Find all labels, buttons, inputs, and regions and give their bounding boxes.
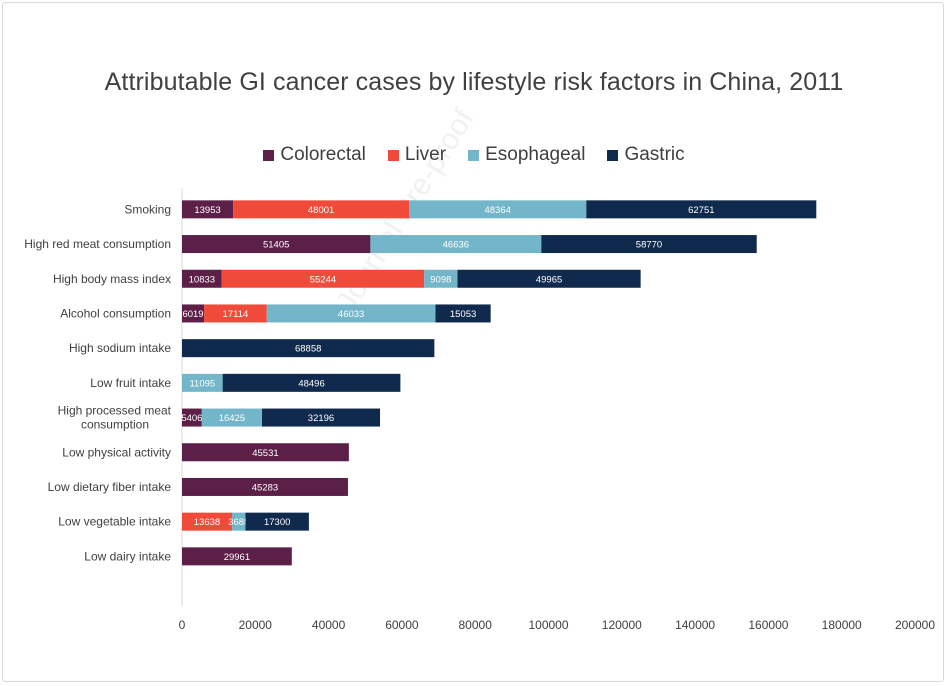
category-label: High sodium intake bbox=[69, 341, 171, 355]
legend-label: Esophageal bbox=[485, 144, 586, 165]
data-label: 48001 bbox=[308, 205, 334, 216]
data-label: 10833 bbox=[189, 274, 215, 285]
x-tick-label: 200000 bbox=[895, 618, 935, 632]
data-label: 17114 bbox=[223, 309, 249, 320]
x-tick-label: 120000 bbox=[602, 618, 642, 632]
data-label: 13953 bbox=[194, 205, 220, 216]
data-label: 6019 bbox=[182, 309, 203, 320]
bar-colorectal bbox=[182, 269, 222, 288]
data-label: 45283 bbox=[252, 482, 278, 493]
x-tick-label: 60000 bbox=[385, 618, 419, 632]
bar-esophageal bbox=[424, 269, 458, 288]
bar-esophageal bbox=[370, 235, 542, 254]
bar-gastric bbox=[457, 269, 641, 288]
x-tick-label: 0 bbox=[179, 618, 186, 632]
legend-item-liver: Liver bbox=[387, 144, 447, 166]
data-label: 48364 bbox=[484, 205, 510, 216]
legend-item-esophageal: Esophageal bbox=[468, 144, 585, 166]
bar-gastric bbox=[541, 235, 757, 254]
data-label: 49965 bbox=[536, 274, 562, 285]
category-label: High body mass index bbox=[53, 272, 171, 286]
bar-gastric bbox=[586, 200, 817, 219]
bar-colorectal bbox=[182, 477, 348, 496]
x-tick-label: 80000 bbox=[459, 618, 493, 632]
bar-liver bbox=[233, 200, 410, 219]
bar-gastric bbox=[222, 373, 401, 392]
bar-gastric bbox=[435, 304, 491, 323]
bar-colorectal bbox=[182, 235, 371, 254]
x-tick-label: 40000 bbox=[312, 618, 346, 632]
data-label: 32196 bbox=[308, 413, 334, 424]
legend-swatch bbox=[607, 149, 619, 161]
bar-liver bbox=[182, 512, 232, 531]
bar-colorectal bbox=[182, 443, 349, 462]
x-tick-label: 140000 bbox=[675, 618, 715, 632]
data-label: 5406 bbox=[181, 413, 202, 424]
bar-liver bbox=[221, 269, 425, 288]
x-tick-label: 100000 bbox=[528, 618, 568, 632]
legend-swatch bbox=[263, 149, 275, 161]
legend-label: Colorectal bbox=[280, 144, 366, 165]
chart-legend: Colorectal Liver Esophageal Gastric bbox=[0, 144, 948, 166]
bar-esophageal bbox=[201, 408, 263, 427]
legend-swatch bbox=[468, 149, 480, 161]
legend-item-colorectal: Colorectal bbox=[263, 144, 366, 166]
bar-esophageal bbox=[266, 304, 436, 323]
bar-esophageal bbox=[409, 200, 587, 219]
category-label: Low dietary fiber intake bbox=[48, 480, 172, 494]
category-label: High processed meat consumption bbox=[58, 404, 172, 432]
x-tick-label: 160000 bbox=[748, 618, 788, 632]
legend-label: Gastric bbox=[624, 144, 685, 165]
data-label: 55244 bbox=[310, 274, 336, 285]
bar-liver bbox=[204, 304, 267, 323]
x-tick-label: 20000 bbox=[239, 618, 273, 632]
bar-gastric bbox=[262, 408, 381, 427]
bar-colorectal bbox=[182, 408, 202, 427]
bar-esophageal bbox=[231, 512, 246, 531]
data-label: 48496 bbox=[298, 378, 324, 389]
chart-title: Attributable GI cancer cases by lifestyl… bbox=[104, 68, 844, 96]
data-label: 46033 bbox=[338, 309, 364, 320]
legend-label: Liver bbox=[404, 144, 447, 165]
bar-colorectal bbox=[182, 304, 205, 323]
data-label: 62751 bbox=[688, 205, 714, 216]
category-label: Low dairy intake bbox=[84, 549, 171, 563]
category-label: Low physical activity bbox=[62, 445, 171, 459]
data-label: 16425 bbox=[219, 413, 245, 424]
data-label: 11095 bbox=[189, 378, 215, 389]
legend-swatch bbox=[387, 149, 399, 161]
data-label: 17300 bbox=[264, 517, 290, 528]
data-label: 68858 bbox=[295, 344, 321, 355]
bar-gastric bbox=[245, 512, 309, 531]
category-label: Smoking bbox=[124, 202, 171, 216]
data-label: 45531 bbox=[252, 448, 278, 459]
data-label: 15053 bbox=[450, 309, 476, 320]
data-label: 29961 bbox=[224, 552, 250, 563]
data-label: 58770 bbox=[636, 240, 662, 251]
x-tick-label: 180000 bbox=[822, 618, 862, 632]
data-label: 3685 bbox=[228, 517, 249, 528]
data-label: 13638 bbox=[194, 517, 220, 528]
category-label: High red meat consumption bbox=[24, 237, 171, 251]
bar-esophageal bbox=[182, 373, 223, 392]
bar-colorectal bbox=[182, 200, 234, 219]
data-label: 51405 bbox=[263, 240, 289, 251]
data-label: 46636 bbox=[443, 240, 469, 251]
category-label: Low vegetable intake bbox=[58, 515, 171, 529]
data-label: 9098 bbox=[430, 274, 451, 285]
bar-colorectal bbox=[182, 547, 292, 566]
category-label: Low fruit intake bbox=[90, 376, 171, 390]
legend-item-gastric: Gastric bbox=[607, 144, 685, 166]
category-label: Alcohol consumption bbox=[60, 306, 171, 320]
bar-gastric bbox=[182, 339, 435, 358]
